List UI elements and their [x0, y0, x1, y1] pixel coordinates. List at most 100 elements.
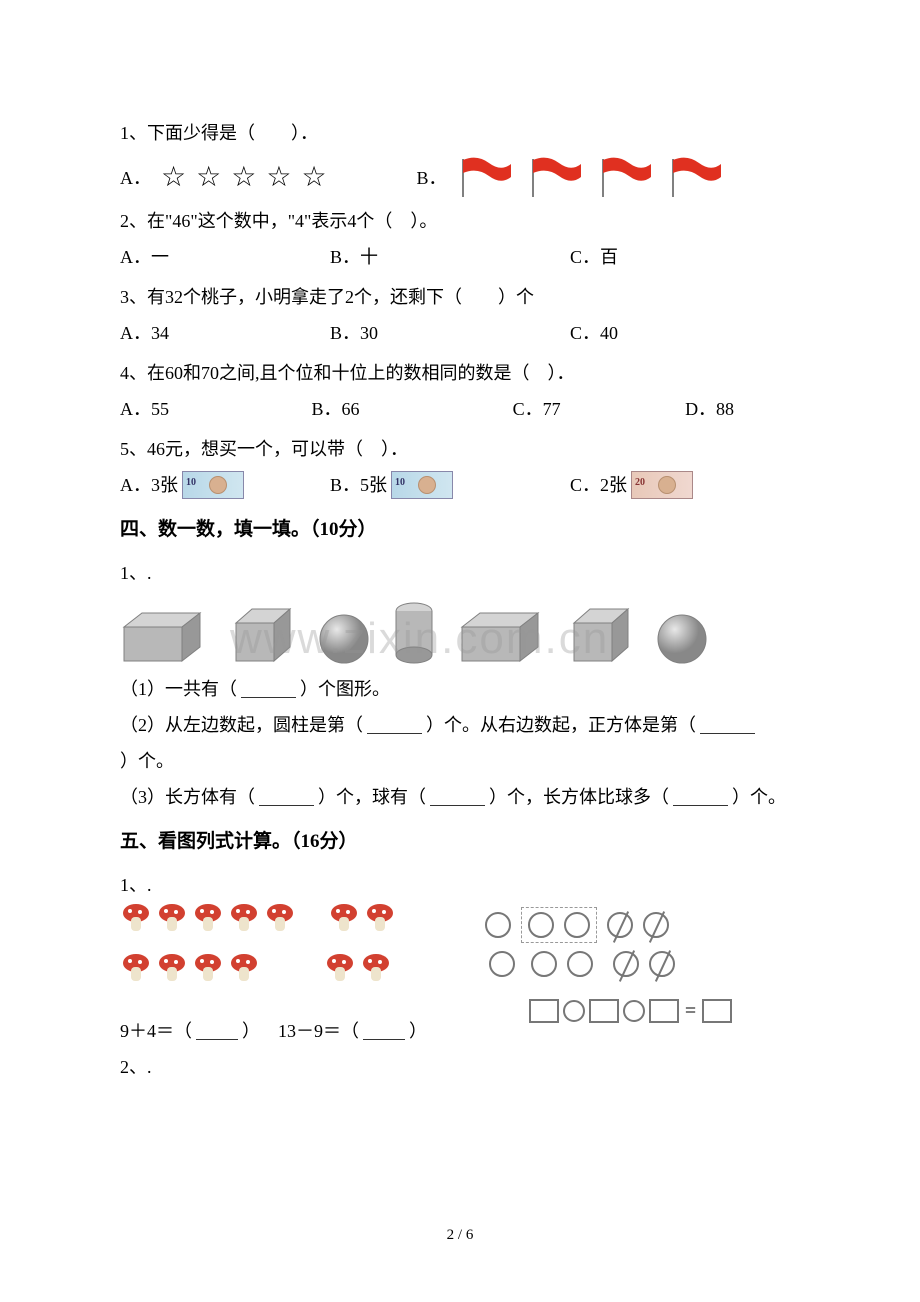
text: ）个。从右边数起，正方体是第（	[426, 707, 696, 743]
blank	[673, 788, 728, 806]
cylinder-icon	[392, 601, 436, 665]
page-number: 2 / 6	[0, 1227, 920, 1244]
star-icon: ☆	[196, 164, 221, 192]
text: （2）从左边数起，圆柱是第（	[120, 707, 363, 743]
circle-icon	[489, 951, 515, 977]
banknote-icon: 10	[182, 471, 244, 499]
q3-opt-c: C．40	[570, 315, 770, 351]
blank	[196, 1022, 238, 1040]
text: ）	[242, 1013, 260, 1049]
blank	[363, 1022, 405, 1040]
question-4: 4、在60和70之间,且个位和十位上的数相同的数是（ ）． A．55 B．66 …	[120, 355, 800, 427]
banknote-icon: 20	[631, 471, 693, 499]
sphere-icon	[318, 613, 370, 665]
question-3: 3、有32个桃子，小明拿走了2个，还剩下（ ）个 A．34 B．30 C．40	[120, 279, 800, 351]
text: （3）长方体有（	[120, 779, 255, 815]
blank	[367, 716, 422, 734]
q3-opt-a: A．34	[120, 315, 330, 351]
star-icon: ☆	[266, 164, 291, 192]
equation-row: =	[485, 991, 800, 1031]
cuboid-icon	[120, 609, 210, 665]
star-icon: ☆	[301, 164, 326, 192]
box-icon	[529, 999, 559, 1023]
q2-opt-a: A．一	[120, 239, 330, 275]
mushroom-icon	[264, 903, 296, 947]
op-circle-icon	[623, 1000, 645, 1022]
q5-opt-c: C．2张 20	[570, 467, 770, 503]
mushroom-icon	[228, 953, 260, 997]
sphere-icon	[656, 613, 708, 665]
bill-value: 20	[635, 473, 645, 493]
section-5-title: 五、看图列式计算。（16分）	[120, 823, 800, 861]
s4-line3: （3）长方体有（ ）个，球有（ ）个，长方体比球多（ ）个。	[120, 779, 800, 815]
flag-icon	[597, 157, 657, 199]
cube-icon	[570, 605, 634, 665]
s4-line2: （2）从左边数起，圆柱是第（ ）个。从右边数起，正方体是第（	[120, 707, 800, 743]
text: ）	[409, 1013, 427, 1049]
mushroom-icon	[156, 903, 188, 947]
text: ）个。	[120, 743, 800, 779]
mushroom-icon	[360, 953, 392, 997]
dashed-box	[521, 907, 597, 943]
text: ）个，长方体比球多（	[489, 779, 669, 815]
q1-text: 1、下面少得是（ ）．	[120, 115, 800, 151]
mushroom-icon	[192, 953, 224, 997]
text: 13－9＝（	[278, 1013, 359, 1049]
circle-icon	[567, 951, 593, 977]
q4-opt-d: D．88	[685, 391, 800, 427]
text: ）个，球有（	[318, 779, 426, 815]
circle-icon	[528, 912, 554, 938]
text: （1）一共有（	[120, 671, 237, 707]
mushroom-icon	[156, 953, 188, 997]
circle-slash-icon	[649, 951, 675, 977]
s4-line1: （1）一共有（ ）个图形。	[120, 671, 800, 707]
q5-b-prefix: B．5张	[330, 467, 387, 503]
text: 9＋4＝（	[120, 1013, 192, 1049]
q4-opt-b: B．66	[312, 391, 513, 427]
q4-opt-a: A．55	[120, 391, 312, 427]
q1-opt-a-prefix: A．	[120, 160, 151, 196]
shapes-row	[120, 601, 800, 665]
cuboid-icon	[458, 609, 548, 665]
equals: =	[685, 991, 696, 1031]
box-icon	[649, 999, 679, 1023]
q2-text: 2、在"46"这个数中，"4"表示4个（ ）。	[120, 203, 800, 239]
bill-value: 10	[395, 473, 405, 493]
cube-icon	[232, 605, 296, 665]
question-5: 5、46元，想买一个，可以带（ ）． A．3张 10 B．5张 10 C．2张 …	[120, 431, 800, 503]
section-4-title: 四、数一数，填一填。（10分）	[120, 511, 800, 549]
blank	[241, 680, 296, 698]
star-icon: ☆	[161, 164, 186, 192]
bill-value: 10	[186, 473, 196, 493]
circles-panel: =	[485, 903, 800, 1049]
flag-icon	[667, 157, 727, 199]
banknote-icon: 10	[391, 471, 453, 499]
q2-opt-c: C．百	[570, 239, 770, 275]
s5-q1-label: 1、.	[120, 867, 800, 903]
box-icon	[589, 999, 619, 1023]
q5-opt-b: B．5张 10	[330, 467, 570, 503]
q4-text: 4、在60和70之间,且个位和十位上的数相同的数是（ ）．	[120, 355, 800, 391]
blank	[700, 716, 755, 734]
mushroom-icon	[328, 903, 360, 947]
mushroom-icon	[364, 903, 396, 947]
text: ）个图形。	[300, 671, 390, 707]
circle-icon	[564, 912, 590, 938]
box-icon	[702, 999, 732, 1023]
circle-icon	[485, 912, 511, 938]
flag-icon	[527, 157, 587, 199]
question-1: 1、下面少得是（ ）． A． ☆ ☆ ☆ ☆ ☆ B．	[120, 115, 800, 199]
q1-opt-b-prefix: B．	[417, 160, 447, 196]
q2-opt-b: B．十	[330, 239, 570, 275]
circle-icon	[531, 951, 557, 977]
blank	[430, 788, 485, 806]
mushroom-icon	[324, 953, 356, 997]
s5-two-col: 9＋4＝（ ） 13－9＝（ ）	[120, 903, 800, 1049]
question-2: 2、在"46"这个数中，"4"表示4个（ ）。 A．一 B．十 C．百	[120, 203, 800, 275]
q4-opt-c: C．77	[513, 391, 685, 427]
mushroom-icon	[120, 953, 152, 997]
s4-q1-label: 1、.	[120, 555, 800, 591]
circle-slash-icon	[643, 912, 669, 938]
text: ）个。	[732, 779, 786, 815]
mushroom-panel: 9＋4＝（ ） 13－9＝（ ）	[120, 903, 445, 1049]
